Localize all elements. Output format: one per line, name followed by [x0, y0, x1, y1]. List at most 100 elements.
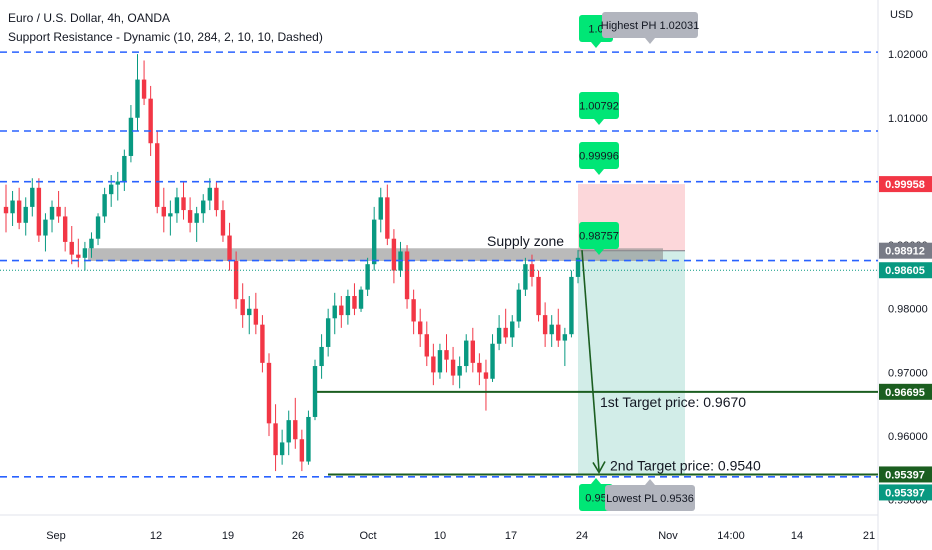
candle-body [437, 350, 443, 373]
symbol-title: Euro / U.S. Dollar, 4h, OANDA [8, 11, 171, 25]
candle-body [339, 305, 344, 316]
tooltip-label: Highest PH 1.02031 [601, 20, 699, 32]
price-tag [879, 262, 932, 279]
candle-body [569, 276, 574, 335]
candle-body [490, 343, 495, 379]
x-tick-label: Oct [359, 530, 376, 542]
y-tick-label: 1.01000 [888, 113, 928, 125]
candle-body [325, 318, 331, 347]
currency-label: USD [890, 9, 914, 21]
price-tag [879, 484, 932, 501]
price-tag [879, 176, 932, 193]
levels-layer [0, 51, 878, 478]
tooltip-box [602, 12, 698, 38]
candle-body [266, 362, 272, 424]
projection-arrow-head [592, 461, 606, 475]
tooltip-pointer [645, 38, 655, 44]
candle-body [148, 98, 153, 144]
tooltip-label: Lowest PL 0.9536 [606, 493, 694, 505]
candle-body [108, 184, 114, 195]
marker-bubble [579, 142, 619, 169]
candle-body [371, 219, 377, 265]
candle-body [168, 213, 173, 217]
marker-bubble [579, 222, 619, 249]
candle-body [523, 264, 528, 290]
x-tick-label: 24 [576, 530, 588, 542]
candle-body [69, 241, 74, 255]
price-tag [879, 242, 932, 259]
candle-body [260, 324, 265, 363]
candle-body [385, 197, 390, 239]
candle-body [286, 420, 291, 443]
candle-body [332, 305, 337, 319]
candle-body [542, 315, 548, 335]
x-tick-label: 17 [505, 530, 517, 542]
candle-body [483, 372, 489, 379]
x-tick-label: 26 [292, 530, 304, 542]
candle-body [516, 289, 522, 322]
candle-body [155, 143, 160, 207]
grid-layer [0, 0, 879, 550]
marker-level-4: 0.98757 [579, 222, 619, 255]
candle-body [43, 219, 48, 236]
marker-label: 1.00792 [579, 101, 619, 113]
candle-body [319, 346, 324, 367]
marker-lowest: 0.95 [579, 478, 613, 511]
price-tag [879, 466, 932, 483]
marker-bubble [579, 484, 613, 511]
y-tick-label: 1.02000 [888, 49, 928, 61]
candle-body [562, 334, 568, 341]
x-tick-label: 14 [791, 530, 803, 542]
x-tick-label: 10 [434, 530, 446, 542]
y-tick-label: 0.97000 [888, 367, 928, 379]
candle-body [536, 276, 541, 316]
candle-body [141, 79, 147, 99]
candle-body [187, 210, 193, 223]
candle-body [477, 362, 482, 373]
candle-body [411, 299, 416, 322]
candle-body [95, 216, 101, 239]
candle-body [181, 197, 186, 211]
candle-body [279, 442, 285, 456]
candle-body [293, 420, 298, 440]
candles-layer [3, 54, 581, 472]
candle-body [135, 79, 140, 118]
candle-body [207, 187, 213, 201]
candle-body [457, 366, 462, 376]
price-tag-label: 0.99958 [885, 179, 925, 191]
candle-body [496, 327, 502, 344]
price-tag-label: 0.98912 [885, 246, 925, 258]
candle-body [424, 334, 429, 357]
candle-body [299, 439, 305, 462]
candle-body [549, 324, 554, 335]
candle-body [444, 350, 449, 360]
candle-body [128, 117, 134, 156]
y-tick-label: 0.96000 [888, 431, 928, 443]
tooltip-box [605, 485, 695, 511]
price-tag-label: 0.96695 [885, 387, 925, 399]
candle-body [365, 264, 370, 290]
candle-body [201, 200, 206, 214]
candle-body [358, 289, 364, 309]
candle-body [89, 238, 94, 249]
x-tick-label: Nov [658, 530, 678, 542]
candle-body [378, 197, 383, 220]
candle-body [122, 155, 127, 182]
candle-body [36, 187, 42, 236]
candle-body [391, 238, 397, 271]
candle-body [418, 321, 423, 335]
target-label: 2nd Target price: 0.9540 [610, 457, 761, 473]
candle-body [247, 308, 252, 316]
candle-body [233, 261, 239, 300]
candle-body [556, 324, 561, 341]
candle-body [49, 206, 55, 220]
tooltip-lowest-pl: Lowest PL 0.9536 [605, 479, 695, 511]
marker-pointer [591, 42, 601, 48]
marker-pointer [594, 119, 604, 125]
marker-pointer [591, 478, 601, 484]
marker-pointer [594, 169, 604, 175]
candle-body [240, 299, 245, 316]
candle-body [312, 366, 318, 417]
marker-label: 0.98757 [579, 231, 619, 243]
